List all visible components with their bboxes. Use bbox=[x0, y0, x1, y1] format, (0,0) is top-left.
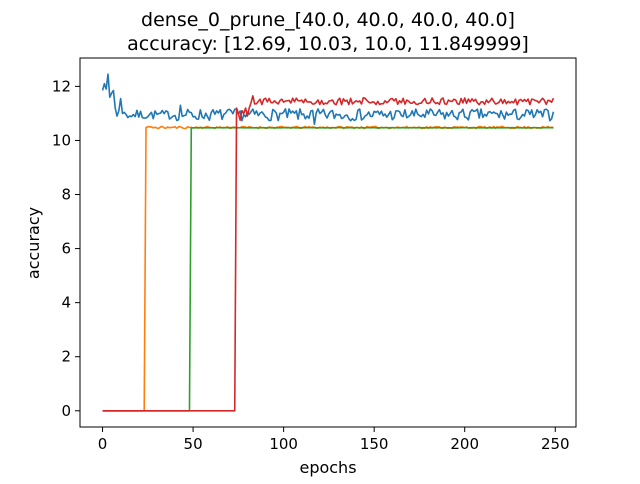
x-tick-label: 150 bbox=[360, 435, 389, 453]
y-tick-label: 6 bbox=[61, 240, 71, 258]
chart-title-line2: accuracy: [12.69, 10.03, 10.0, 11.849999… bbox=[127, 33, 529, 55]
x-tick-label: 200 bbox=[450, 435, 479, 453]
y-tick-label: 0 bbox=[61, 402, 71, 420]
x-tick-label: 100 bbox=[269, 435, 298, 453]
axis-ticks: 0 50 100 150 200 250 0 2 4 6 8 10 12 bbox=[52, 77, 570, 453]
y-tick-label: 8 bbox=[61, 186, 71, 204]
y-tick-label: 10 bbox=[52, 131, 71, 149]
chart-title-line1: dense_0_prune_[40.0, 40.0, 40.0, 40.0] bbox=[141, 9, 515, 31]
x-tick-label: 50 bbox=[184, 435, 203, 453]
x-tick-label: 0 bbox=[98, 435, 108, 453]
x-axis-label: epochs bbox=[299, 458, 356, 477]
y-tick-label: 4 bbox=[61, 294, 71, 312]
y-tick-label: 12 bbox=[52, 77, 71, 95]
series-line-3 bbox=[102, 95, 555, 412]
plot-area-frame bbox=[79, 57, 577, 428]
series-line-0 bbox=[101, 73, 555, 126]
y-axis-label: accuracy bbox=[24, 207, 43, 279]
y-tick-label: 2 bbox=[61, 348, 71, 366]
series-lines bbox=[101, 73, 555, 412]
x-tick-label: 250 bbox=[541, 435, 570, 453]
